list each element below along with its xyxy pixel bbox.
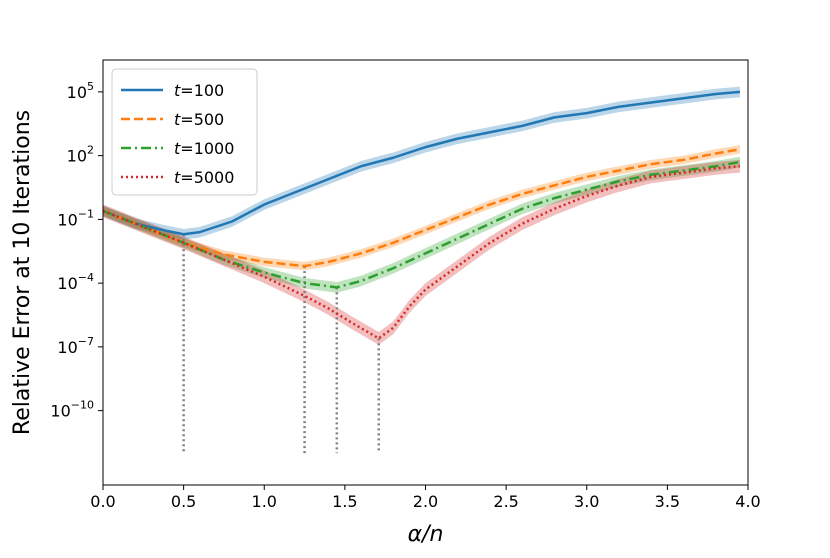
x-tick-label-0: 0.0 — [90, 492, 115, 511]
x-tick-label-4: 2.0 — [413, 492, 438, 511]
y-tick-label-4: 102 — [67, 144, 94, 166]
y-axis-ticks: 10−10 10−7 10−4 10−1 102 105 — [50, 80, 103, 421]
series-line-1 — [102, 148, 741, 268]
y-tick-label-3: 10−1 — [57, 207, 94, 229]
y-tick-label-5: 105 — [67, 80, 94, 102]
x-tick-label-2: 1.0 — [252, 492, 277, 511]
x-tick-label-1: 0.5 — [171, 492, 196, 511]
x-axis-ticks: 0.0 0.5 1.0 1.5 2.0 2.5 3.0 3.5 4.0 — [90, 485, 761, 511]
y-tick-label-2: 10−4 — [57, 271, 94, 293]
y-tick-label-0: 10−10 — [50, 399, 94, 421]
legend-label-3: t=5000 — [174, 168, 234, 187]
x-axis-label: α/n — [408, 522, 444, 547]
x-tick-label-6: 3.0 — [574, 492, 599, 511]
legend-label-1: t=500 — [174, 110, 224, 129]
minimum-markers — [182, 234, 380, 454]
series-line-0 — [102, 90, 741, 236]
x-tick-label-3: 1.5 — [332, 492, 357, 511]
band-series-1 — [103, 145, 740, 271]
y-tick-label-1: 10−7 — [57, 335, 94, 357]
band-series-0 — [103, 86, 740, 240]
legend-label-0: t=100 — [174, 81, 224, 100]
x-tick-label-8: 4.0 — [735, 492, 760, 511]
legend: t=100 t=500 t=1000 t=5000 — [111, 68, 258, 196]
x-tick-label-5: 2.5 — [493, 492, 518, 511]
series-lines — [102, 90, 741, 340]
x-tick-label-7: 3.5 — [655, 492, 680, 511]
series-line-3 — [102, 165, 741, 340]
y-axis-label: Relative Error at 10 Iterations — [10, 110, 35, 435]
legend-label-2: t=1000 — [174, 139, 234, 158]
band-series-3 — [103, 159, 740, 345]
legend-box — [111, 68, 258, 196]
